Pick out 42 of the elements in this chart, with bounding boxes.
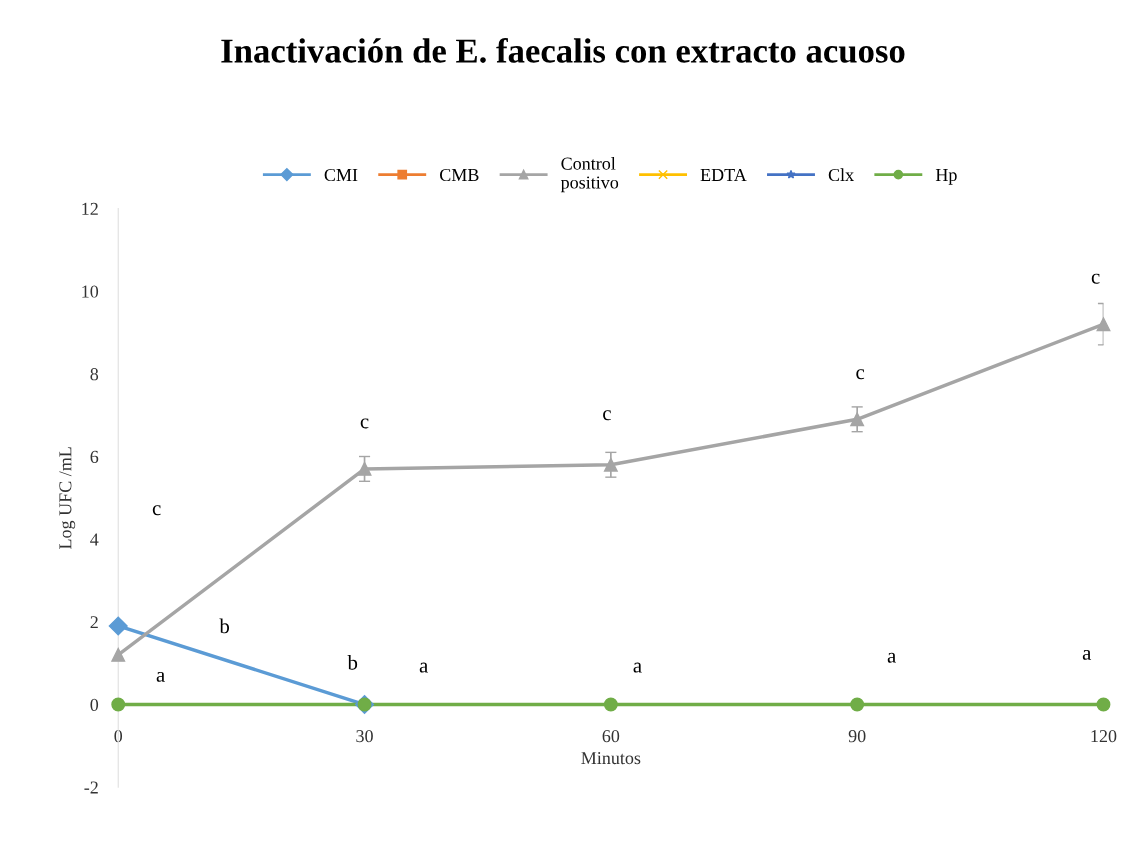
legend-label: Clx	[828, 168, 854, 182]
annotation: c	[152, 505, 161, 516]
annotation: c	[1091, 273, 1100, 284]
annotation: a	[633, 662, 642, 673]
x-tick-label: 0	[114, 730, 123, 743]
point	[108, 616, 128, 636]
annotation: c	[603, 410, 611, 421]
point	[1096, 697, 1111, 712]
y-tick-label: 2	[90, 616, 98, 629]
annotation: b	[219, 618, 230, 634]
point	[357, 461, 372, 476]
x-tick-label: 30	[356, 730, 373, 743]
annotation: a	[1082, 649, 1092, 660]
legend-label: EDTA	[700, 168, 747, 181]
y-tick-label: 6	[90, 450, 99, 463]
point	[850, 697, 865, 712]
annotation: a	[419, 662, 428, 673]
chart-title: Inactivación de E. faecalis con extracto acuoso	[221, 37, 905, 63]
point	[1096, 317, 1111, 332]
annotation: c	[856, 369, 865, 380]
y-axis-title: Log UFC /mL	[59, 447, 76, 549]
x-tick-label: 120	[1091, 730, 1117, 743]
annotation: b	[347, 655, 358, 670]
legend-label: Hp	[935, 169, 957, 185]
x-axis-title: Minutos	[581, 752, 641, 765]
annotation: c	[360, 418, 369, 429]
legend-label: CMB	[439, 168, 479, 182]
y-tick-label: -2	[84, 781, 98, 794]
annotation: a	[156, 671, 165, 682]
annotation: a	[887, 652, 896, 663]
y-tick-label: 4	[90, 533, 99, 546]
x-tick-label: 90	[848, 730, 866, 743]
point	[111, 697, 126, 712]
y-tick-label: 10	[82, 285, 99, 298]
y-tick-label: 8	[90, 368, 99, 381]
y-tick-label: 0	[90, 698, 99, 711]
point	[111, 647, 126, 662]
point	[603, 697, 618, 712]
legend-label: CMI	[324, 168, 358, 182]
legend-label: Control positivo	[560, 156, 619, 193]
x-tick-label: 60	[602, 730, 620, 743]
y-tick-label: 12	[82, 202, 98, 215]
